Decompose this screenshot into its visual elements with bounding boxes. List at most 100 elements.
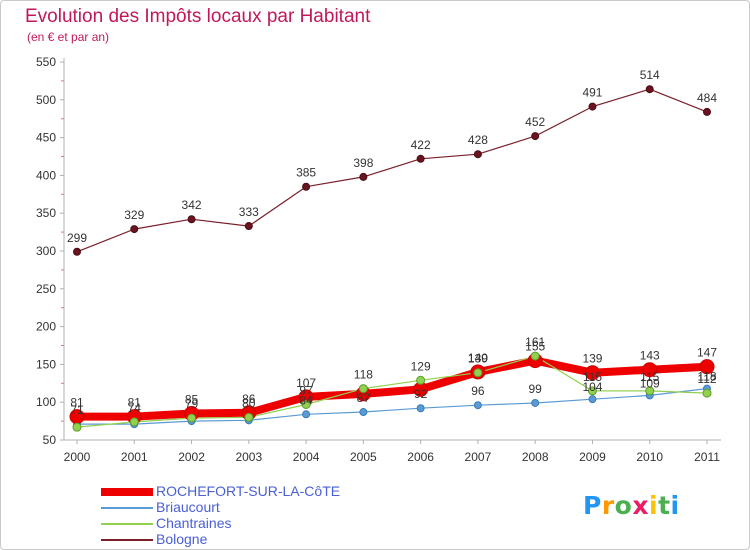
legend-swatch-briaucourt	[101, 507, 153, 509]
data-point-bologne	[130, 225, 139, 234]
data-point-briaucourt	[473, 401, 482, 410]
y-tick-label: 200	[36, 320, 56, 334]
data-point-bologne	[302, 182, 311, 191]
data-label-rochefort: 107	[296, 376, 316, 390]
chart-title: Evolution des Impôts locaux par Habitant	[25, 6, 371, 27]
series-lines	[73, 88, 711, 428]
data-point-bologne	[187, 215, 196, 224]
y-tick-label: 250	[36, 282, 56, 296]
data-point-chantraines	[530, 351, 540, 361]
data-label-briaucourt: 109	[640, 376, 660, 390]
data-label-bologne: 452	[525, 115, 545, 129]
data-point-chantraines	[702, 388, 712, 398]
data-label-chantraines: 118	[354, 368, 373, 382]
data-label-bologne: 398	[353, 156, 373, 170]
data-label-bologne: 428	[468, 133, 488, 147]
data-point-chantraines	[416, 375, 426, 385]
y-tick-label: 50	[43, 433, 57, 447]
data-label-briaucourt: 99	[529, 382, 543, 396]
data-label-bologne: 333	[239, 205, 259, 219]
series-line-briaucourt	[76, 388, 708, 425]
y-tick-label: 300	[36, 244, 56, 258]
logo-letter: i	[670, 491, 680, 520]
data-label-rochefort: 143	[640, 349, 660, 363]
data-label-chantraines: 129	[411, 359, 431, 373]
data-point-chantraines	[72, 422, 82, 432]
data-label-chantraines: 79	[185, 397, 199, 411]
x-tick-label: 2002	[178, 450, 205, 464]
data-label-rochefort: 86	[242, 392, 256, 406]
x-tick-label: 2005	[350, 450, 377, 464]
data-label-bologne: 299	[67, 231, 87, 245]
legend-label-chantraines: Chantraines	[156, 515, 232, 531]
data-point-briaucourt	[359, 408, 368, 417]
data-point-bologne	[703, 107, 711, 116]
data-point-bologne	[473, 150, 482, 159]
data-label-chantraines: 115	[640, 370, 659, 384]
y-tick-label: 400	[36, 168, 56, 182]
proxiti-logo: Proxiti	[583, 491, 680, 520]
data-point-chantraines	[301, 399, 311, 409]
data-point-chantraines	[244, 412, 254, 422]
data-point-bologne	[416, 154, 425, 163]
x-tick-label: 2010	[636, 450, 663, 464]
data-label-rochefort: 85	[185, 393, 199, 407]
y-tick-label: 500	[36, 93, 56, 107]
x-tick-label: 2007	[465, 450, 492, 464]
data-point-bologne	[531, 132, 540, 141]
y-tick-label: 350	[36, 206, 56, 220]
legend-label-rochefort: ROCHEFORT-SUR-LA-CôTE	[156, 483, 341, 499]
x-tick-label: 2006	[407, 450, 434, 464]
data-label-rochefort: 140	[468, 351, 488, 365]
data-label-briaucourt: 118	[697, 370, 716, 384]
y-tick-label: 450	[36, 131, 56, 145]
data-label-briaucourt: 96	[471, 384, 485, 398]
legend-label-briaucourt: Briaucourt	[156, 499, 220, 515]
legend-swatch-bologne	[101, 539, 153, 541]
data-label-bologne: 422	[411, 138, 431, 152]
data-label-chantraines: 161	[525, 335, 545, 349]
data-label-chantraines: 80	[242, 396, 256, 410]
data-label-briaucourt: 87	[357, 391, 371, 405]
data-point-bologne	[359, 172, 368, 181]
data-label-bologne: 514	[640, 68, 660, 82]
logo-letter: r	[601, 491, 615, 520]
y-tick-label: 550	[36, 55, 56, 69]
legend-swatch-rochefort	[101, 488, 153, 496]
y-tick-label: 100	[36, 395, 56, 409]
data-label-chantraines: 115	[583, 370, 602, 384]
data-label-bologne: 329	[124, 208, 144, 222]
data-point-chantraines	[587, 386, 597, 396]
data-labels: 299 329 342 333 385 398 422 428 452 491 514 484 81 81…	[67, 68, 717, 417]
series-line-rochefort	[73, 356, 711, 421]
legend-swatch-chantraines	[101, 523, 153, 525]
logo-letter: o	[614, 491, 633, 520]
data-label-chantraines: 74	[128, 401, 142, 415]
x-tick-label: 2004	[293, 450, 320, 464]
data-label-chantraines: 112	[697, 372, 716, 386]
logo-letter: P	[583, 491, 602, 520]
data-label-briaucourt: 71	[70, 403, 84, 417]
x-tick-label: 2000	[64, 450, 91, 464]
logo-letter: i	[649, 491, 659, 520]
data-label-rochefort: 139	[582, 352, 602, 366]
chart-subtitle: (en € et par an)	[27, 30, 110, 44]
data-point-chantraines	[645, 386, 655, 396]
data-point-chantraines	[187, 413, 197, 423]
series-points	[69, 85, 715, 432]
data-label-rochefort: 147	[697, 346, 717, 360]
chart-axes: 50 100 150 200 250 300 350 400 450 500 550 2000 2001…	[36, 55, 721, 464]
series-line-bologne	[76, 88, 708, 253]
data-point-rochefort	[699, 359, 715, 375]
data-label-chantraines: 139	[468, 352, 488, 366]
data-point-rochefort	[642, 362, 658, 378]
data-point-bologne	[588, 102, 597, 111]
data-label-chantraines: 97	[299, 383, 313, 397]
data-label-briaucourt: 104	[582, 380, 602, 394]
data-label-bologne: 484	[697, 91, 717, 105]
data-point-briaucourt	[416, 404, 425, 413]
data-point-briaucourt	[531, 398, 540, 407]
data-label-rochefort: 155	[525, 340, 545, 354]
x-tick-label: 2001	[121, 450, 148, 464]
